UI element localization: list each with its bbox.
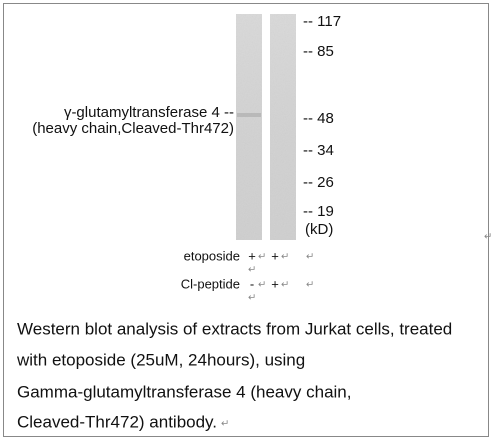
paragraph-mark: ↵ bbox=[248, 265, 256, 276]
band-label: γ-glutamyltransferase 4 -- bbox=[64, 104, 234, 121]
paragraph-mark: ↵ bbox=[306, 252, 314, 263]
paragraph-mark: ↵ bbox=[248, 293, 256, 304]
unit-label: (kD) bbox=[305, 221, 333, 238]
treatment-sign: - bbox=[250, 276, 254, 291]
caption-line: Western blot analysis of extracts from J… bbox=[17, 319, 452, 338]
caption-line: with etoposide (25uM, 24hours), using bbox=[16, 350, 305, 369]
paragraph-mark: ↵ bbox=[484, 232, 492, 243]
treatment-name: etoposide bbox=[184, 248, 240, 263]
lane-texture bbox=[236, 14, 262, 240]
marker-label: -- 19 bbox=[303, 203, 334, 220]
marker-label: -- 26 bbox=[303, 174, 334, 191]
treatment-sign: + bbox=[248, 248, 256, 263]
paragraph-mark: ↵ bbox=[306, 280, 314, 291]
paragraph-mark: ↵ bbox=[221, 419, 229, 430]
paragraph-mark: ↵ bbox=[281, 252, 289, 263]
paragraph-mark: ↵ bbox=[281, 280, 289, 291]
marker-label: -- 34 bbox=[303, 142, 334, 159]
content: -- 117 -- 85 -- 48 -- 34 -- 26 -- 19(kD) γ-glu… bbox=[16, 13, 452, 432]
frame bbox=[3, 3, 489, 437]
treatment-sign: + bbox=[271, 248, 279, 263]
caption-line: Gamma-glutamyltransferase 4 (heavy chain… bbox=[17, 382, 351, 401]
paragraph-mark: ↵ bbox=[258, 280, 266, 291]
marker-label: -- 48 bbox=[303, 110, 334, 127]
band-label: (heavy chain,Cleaved-Thr472) bbox=[32, 120, 234, 137]
paragraph-mark: ↵ bbox=[258, 252, 266, 263]
treatment-sign: + bbox=[271, 276, 279, 291]
marker-label: -- 85 bbox=[303, 43, 334, 60]
caption-line: Cleaved-Thr472) antibody. bbox=[17, 412, 217, 431]
lane-texture bbox=[270, 14, 296, 240]
marker-label: -- 117 bbox=[303, 13, 341, 30]
band bbox=[237, 113, 261, 117]
treatment-name: Cl-peptide bbox=[181, 276, 240, 291]
